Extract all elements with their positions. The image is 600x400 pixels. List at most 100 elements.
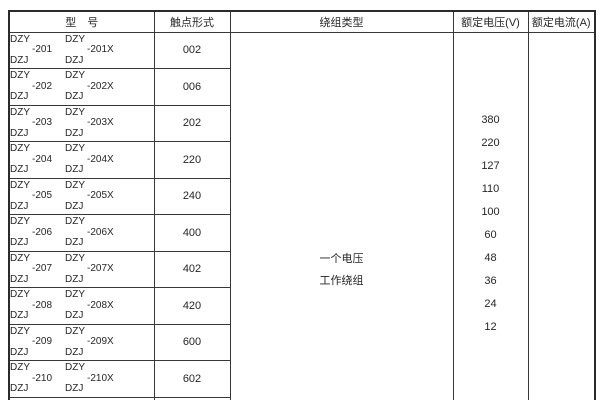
model-suffix: -209X [87, 336, 114, 348]
model-designation-base: DZY DZJ -201 [10, 33, 53, 66]
model-series-label: DZY [10, 33, 30, 45]
model-series-label: DZJ [10, 200, 29, 212]
model-series-label: DZJ [65, 200, 84, 212]
model-designation-variant: DZY DZJ -203X [65, 106, 114, 139]
model-suffix: -204X [87, 153, 114, 165]
model-series-label: DZY [10, 179, 30, 191]
model-designation-variant: DZY DZJ -205X [65, 179, 114, 212]
model-designation-base: DZY DZJ -208 [10, 290, 52, 321]
model-designation-variant: DZY DZJ -201X [65, 33, 114, 66]
model-designation-variant: DZY DZJ -207X [65, 252, 114, 285]
model-suffix: -205X [87, 190, 114, 202]
model-series-label: DZY [10, 106, 30, 118]
model-designation-base: DZY DZJ -209 [10, 326, 53, 358]
voltage-value: 110 [481, 183, 500, 196]
voltage-value: 36 [484, 275, 497, 288]
model-suffix: -207X [87, 263, 114, 275]
header-model: 型 号 [8, 10, 155, 33]
model-series-label: DZY [65, 179, 86, 191]
model-designation-variant: DZY DZJ -208X [65, 290, 114, 321]
model-series-label: DZY [10, 362, 30, 374]
model-series-label: DZJ [10, 273, 29, 285]
model-designation-base: DZY DZJ -206 [10, 217, 52, 248]
model-designation-variant: DZY DZJ -202X [65, 71, 114, 102]
table-row: DZY DZJ -206 DZY DZJ -206X [8, 214, 595, 252]
model-suffix: -202X [87, 80, 114, 92]
header-row: 型 号 触点形式 绕组类型 额定电压(V) 额定电流(A) [8, 10, 596, 33]
voltage-value: 220 [481, 137, 500, 150]
model-series-label: DZY [10, 252, 30, 264]
model-series-label: DZJ [10, 54, 29, 66]
model-series-label: DZJ [65, 54, 84, 66]
model-series-label: DZJ [65, 310, 84, 322]
model-series-label: DZJ [10, 164, 29, 176]
model-series-label: DZJ [65, 383, 84, 395]
model-designation-variant: DZY DZJ -209X [65, 326, 114, 358]
model-series-label: DZY [65, 289, 86, 301]
model-suffix: -210X [87, 372, 114, 384]
contact-form-cell: 402 [153, 250, 231, 288]
model-series-label: DZJ [65, 127, 84, 139]
relay-spec-table: 型 号 触点形式 绕组类型 额定电压(V) 额定电流(A) DZY DZJ [8, 10, 596, 400]
voltage-value: 24 [484, 298, 497, 311]
model-series-label: DZJ [65, 164, 84, 176]
model-suffix: -204 [32, 153, 53, 165]
model-designation-base: DZY DZJ -204 [10, 144, 52, 175]
contact-form-cell: 600 [153, 323, 231, 361]
model-cell: DZY DZJ -209 DZY DZJ -209X [8, 323, 155, 361]
model-series-label: DZJ [10, 91, 29, 103]
model-series-label: DZJ [65, 91, 84, 103]
model-suffix: -202 [32, 80, 53, 92]
model-designation-base: DZY DZJ -210 [10, 363, 52, 394]
model-cell: DZY DZJ -207 DZY DZJ -207X [8, 250, 155, 288]
model-suffix: -201 [32, 44, 53, 56]
model-suffix: -206 [32, 226, 53, 238]
model-series-label: DZY [10, 143, 30, 155]
model-designation-base: DZY DZJ -205 [10, 179, 53, 212]
model-designation-base: DZY DZJ -207 [10, 252, 53, 285]
table-row: DZY DZJ -202 DZY DZJ -202X [8, 68, 595, 106]
model-suffix: -203 [32, 117, 53, 129]
model-designation-variant: DZY DZJ -210X [65, 363, 114, 394]
header-winding-type: 绕组类型 [229, 10, 454, 33]
model-suffix: -210 [32, 372, 53, 384]
model-series-label: DZY [10, 70, 30, 82]
model-series-label: DZY [65, 143, 86, 155]
model-series-label: DZY [65, 106, 86, 118]
model-cell: DZY DZJ -203 DZY DZJ -203X [8, 104, 155, 142]
model-suffix: -205 [32, 190, 53, 202]
winding-type-cell: 一个电压 工作绕组 [229, 31, 454, 400]
model-suffix: -208X [87, 299, 114, 311]
model-suffix: -207 [32, 263, 53, 275]
contact-form-cell: 602 [153, 360, 231, 398]
model-series-label: DZJ [10, 127, 29, 139]
model-cell: DZY DZJ -208 DZY DZJ -208X [8, 287, 155, 325]
voltage-value: 127 [481, 160, 500, 173]
model-suffix: -201X [87, 44, 114, 56]
model-designation-base: DZY DZJ -202 [10, 71, 52, 102]
model-series-label: DZY [65, 252, 86, 264]
model-cell: DZY DZJ -206 DZY DZJ -206X [8, 214, 155, 252]
voltage-value: 48 [484, 252, 497, 265]
model-series-label: DZY [10, 289, 30, 301]
model-suffix: -208 [32, 299, 53, 311]
winding-type-line: 工作绕组 [319, 274, 364, 287]
table-row: DZY DZJ -207 DZY DZJ -207X [8, 250, 595, 288]
contact-form-cell: 400 [153, 214, 231, 252]
model-series-label: DZJ [10, 310, 29, 322]
table-row: DZY DZJ -210 DZY DZJ -210X [8, 360, 595, 398]
model-series-label: DZY [65, 70, 86, 82]
model-series-label: DZY [65, 33, 86, 45]
model-series-label: DZJ [65, 273, 84, 285]
model-series-label: DZY [65, 216, 86, 228]
model-series-label: DZJ [10, 346, 29, 358]
model-suffix: -203X [87, 117, 114, 129]
model-designation-variant: DZY DZJ -206X [65, 217, 114, 248]
header-rated-voltage: 额定电压(V) [452, 10, 529, 33]
table-row: DZY DZJ -208 DZY DZJ -208X [8, 287, 595, 325]
model-suffix: -209 [32, 336, 53, 348]
contact-form-cell: 002 [153, 31, 231, 69]
contact-form-cell [153, 396, 231, 400]
header-rated-current: 额定电流(A) [527, 10, 596, 33]
model-series-label: DZJ [65, 346, 84, 358]
